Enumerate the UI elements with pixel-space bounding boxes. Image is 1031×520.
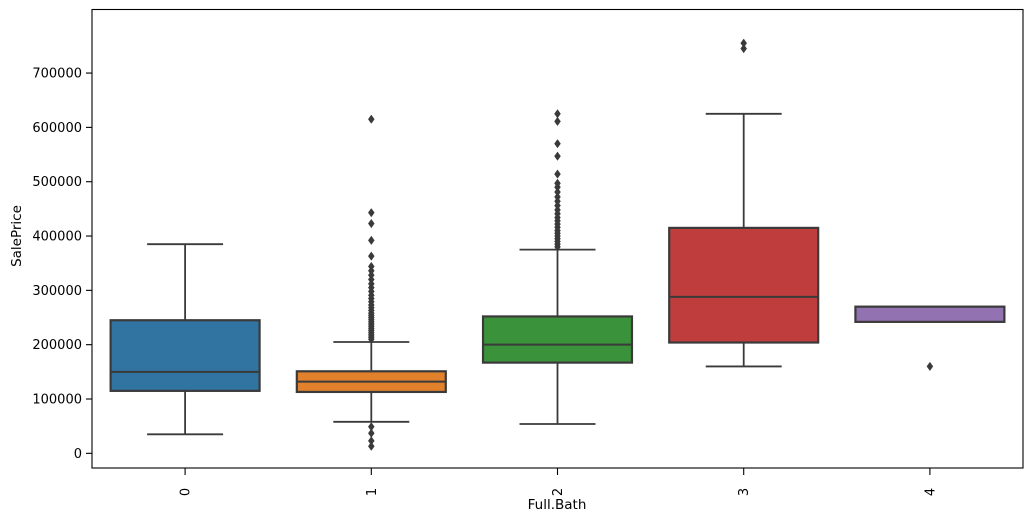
y-tick-label: 700000: [32, 67, 82, 82]
y-tick-label: 300000: [32, 284, 82, 299]
x-tick-label: 2: [551, 488, 566, 496]
y-tick-label: 0: [74, 447, 82, 462]
x-tick-label: 0: [179, 488, 194, 496]
outlier-marker: [554, 139, 561, 149]
y-tick-label: 400000: [32, 230, 82, 245]
box-group-4: [854, 305, 1006, 372]
x-tick-label: 3: [737, 488, 752, 496]
x-tick-label: 1: [365, 488, 380, 496]
x-axis-label: Full.Bath: [528, 497, 587, 513]
box-group-1: [295, 114, 447, 451]
outlier-marker: [367, 114, 375, 124]
outlier-marker: [554, 151, 561, 161]
iqr-box: [854, 305, 1006, 323]
outlier-marker: [554, 109, 561, 119]
outlier-marker: [367, 428, 375, 438]
iqr-box: [109, 319, 261, 392]
y-tick-label: 200000: [32, 338, 82, 353]
iqr-box: [668, 226, 820, 344]
outlier-marker: [367, 251, 375, 261]
outlier-marker: [554, 169, 561, 179]
outlier-marker: [740, 43, 748, 54]
y-tick-label: 100000: [32, 393, 82, 408]
outlier-marker: [926, 361, 934, 372]
outlier-marker: [554, 178, 561, 188]
outlier-marker: [740, 38, 748, 48]
outlier-marker: [554, 116, 561, 127]
box-group-2: [481, 109, 634, 425]
outlier-marker: [367, 441, 375, 451]
outlier-marker: [367, 261, 375, 272]
outlier-marker: [367, 218, 375, 229]
outlier-marker: [367, 235, 375, 246]
iqr-box: [481, 315, 634, 364]
box-group-3: [668, 38, 820, 368]
y-tick-label: 500000: [32, 175, 82, 190]
outlier-marker: [367, 208, 375, 218]
plot-area: 0 100000 200000 300000 400000 500000 600000 700…: [32, 8, 1024, 496]
box-group-0: [109, 243, 261, 436]
y-axis-label: SalePrice: [9, 205, 25, 267]
outlier-marker: [554, 192, 561, 202]
outlier-marker: [554, 187, 561, 197]
x-tick-label: 4: [923, 488, 938, 496]
y-tick-label: 600000: [32, 121, 82, 136]
